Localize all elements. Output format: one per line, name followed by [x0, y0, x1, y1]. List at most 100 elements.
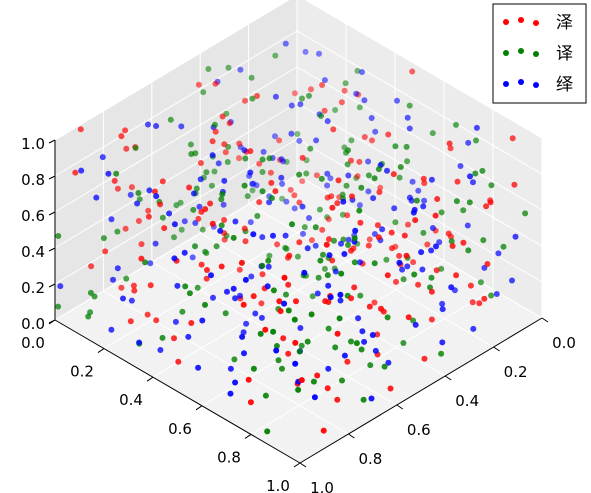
scatter-point-0 [202, 206, 209, 213]
scatter-point-1 [194, 284, 201, 291]
z-tick [48, 211, 56, 216]
x-tick-label: 0.8 [217, 448, 241, 466]
scatter-point-1 [318, 113, 325, 119]
scatter-point-1 [241, 182, 248, 189]
scatter-point-1 [356, 104, 363, 111]
scatter-point-2 [128, 297, 135, 304]
scatter-point-0 [291, 90, 298, 97]
y-tick-label: 0.2 [504, 363, 528, 381]
scatter-point-2 [247, 219, 254, 226]
scatter-point-1 [473, 137, 479, 144]
scatter-point-2 [372, 347, 379, 354]
scatter-point-0 [351, 284, 358, 291]
scatter-point-2 [313, 137, 320, 144]
scatter-point-2 [300, 230, 306, 237]
scatter-point-2 [421, 197, 428, 204]
x-tick [146, 376, 154, 382]
scatter-point-0 [403, 252, 410, 259]
scatter-point-0 [127, 318, 134, 325]
scatter-point-0 [221, 141, 228, 148]
scatter-point-2 [406, 125, 413, 132]
scatter-point-2 [239, 333, 246, 340]
scatter-point-1 [173, 202, 180, 209]
scatter-point-1 [299, 95, 305, 102]
scatter-point-0 [324, 385, 331, 392]
scatter-point-0 [203, 275, 210, 282]
scatter-point-2 [436, 239, 443, 246]
scatter-point-2 [114, 265, 121, 272]
scatter-point-1 [262, 392, 269, 399]
scatter-point-0 [446, 140, 453, 147]
scatter-point-0 [421, 355, 428, 362]
scatter-point-2 [157, 347, 164, 353]
scatter-point-0 [409, 68, 416, 75]
scatter-point-2 [227, 390, 234, 397]
scatter-point-1 [208, 182, 215, 189]
scatter-point-2 [250, 231, 257, 238]
scatter-point-0 [195, 81, 202, 88]
scatter-point-0 [433, 267, 440, 274]
scatter-point-0 [238, 259, 245, 266]
scatter-point-2 [420, 203, 427, 210]
scatter-point-2 [264, 283, 271, 290]
scatter-point-1 [182, 283, 189, 290]
scatter-point-0 [410, 259, 417, 266]
legend: 泽 译 绎 [492, 3, 587, 104]
scatter-point-1 [404, 158, 411, 165]
scatter-point-1 [308, 311, 315, 318]
scatter-point-2 [189, 254, 196, 261]
scatter-point-1 [142, 259, 149, 266]
scatter-point-2 [152, 240, 159, 247]
scatter-point-1 [295, 386, 302, 393]
scatter-point-2 [352, 227, 359, 234]
scatter-point-1 [315, 274, 322, 281]
y-tick-label: 0.6 [407, 421, 431, 439]
scatter-point-1 [317, 257, 324, 264]
scatter-point-0 [114, 185, 121, 192]
scatter-point-1 [500, 243, 507, 250]
scatter-point-2 [259, 234, 266, 241]
scatter-point-2 [396, 259, 403, 266]
scatter-point-0 [385, 131, 392, 138]
scatter-point-2 [260, 148, 267, 155]
scatter-point-2 [209, 152, 216, 159]
scatter-point-1 [55, 233, 62, 239]
scatter-point-0 [384, 272, 391, 279]
scatter-point-2 [457, 163, 464, 169]
z-tick-label: 0.2 [21, 279, 45, 297]
scatter-point-0 [365, 242, 372, 249]
scatter-point-2 [272, 93, 279, 100]
scatter-point-1 [354, 67, 361, 74]
scatter-point-1 [480, 237, 487, 244]
scatter-point-1 [211, 121, 218, 128]
scatter-point-1 [367, 362, 374, 369]
scatter-point-2 [105, 170, 112, 177]
scatter-point-1 [275, 357, 282, 364]
scatter-point-2 [241, 350, 247, 357]
scatter-point-2 [249, 180, 256, 187]
scatter-point-2 [232, 379, 239, 386]
scatter-point-1 [222, 310, 229, 317]
legend-entry-0: 泽 [503, 13, 573, 33]
scatter-point-1 [310, 378, 317, 385]
scatter-point-0 [296, 199, 303, 206]
scatter-point-1 [231, 356, 238, 363]
scatter-point-1 [479, 167, 486, 174]
grid-line [152, 231, 396, 378]
scatter-point-1 [356, 207, 363, 214]
grid-line [201, 260, 445, 407]
scatter-point-1 [448, 238, 455, 245]
scatter-point-2 [412, 321, 419, 328]
scatter-point-0 [198, 261, 205, 268]
scatter-point-1 [332, 344, 339, 351]
scatter-point-2 [248, 273, 255, 280]
scatter-point-1 [420, 229, 427, 236]
scatter-point-1 [453, 198, 460, 205]
scatter-point-0 [299, 154, 306, 161]
scatter-point-0 [285, 350, 292, 357]
scatter-point-2 [384, 167, 390, 174]
scatter-point-0 [274, 241, 281, 248]
scatter-point-2 [57, 283, 64, 290]
scatter-point-1 [296, 348, 303, 355]
scatter-point-2 [172, 318, 179, 325]
